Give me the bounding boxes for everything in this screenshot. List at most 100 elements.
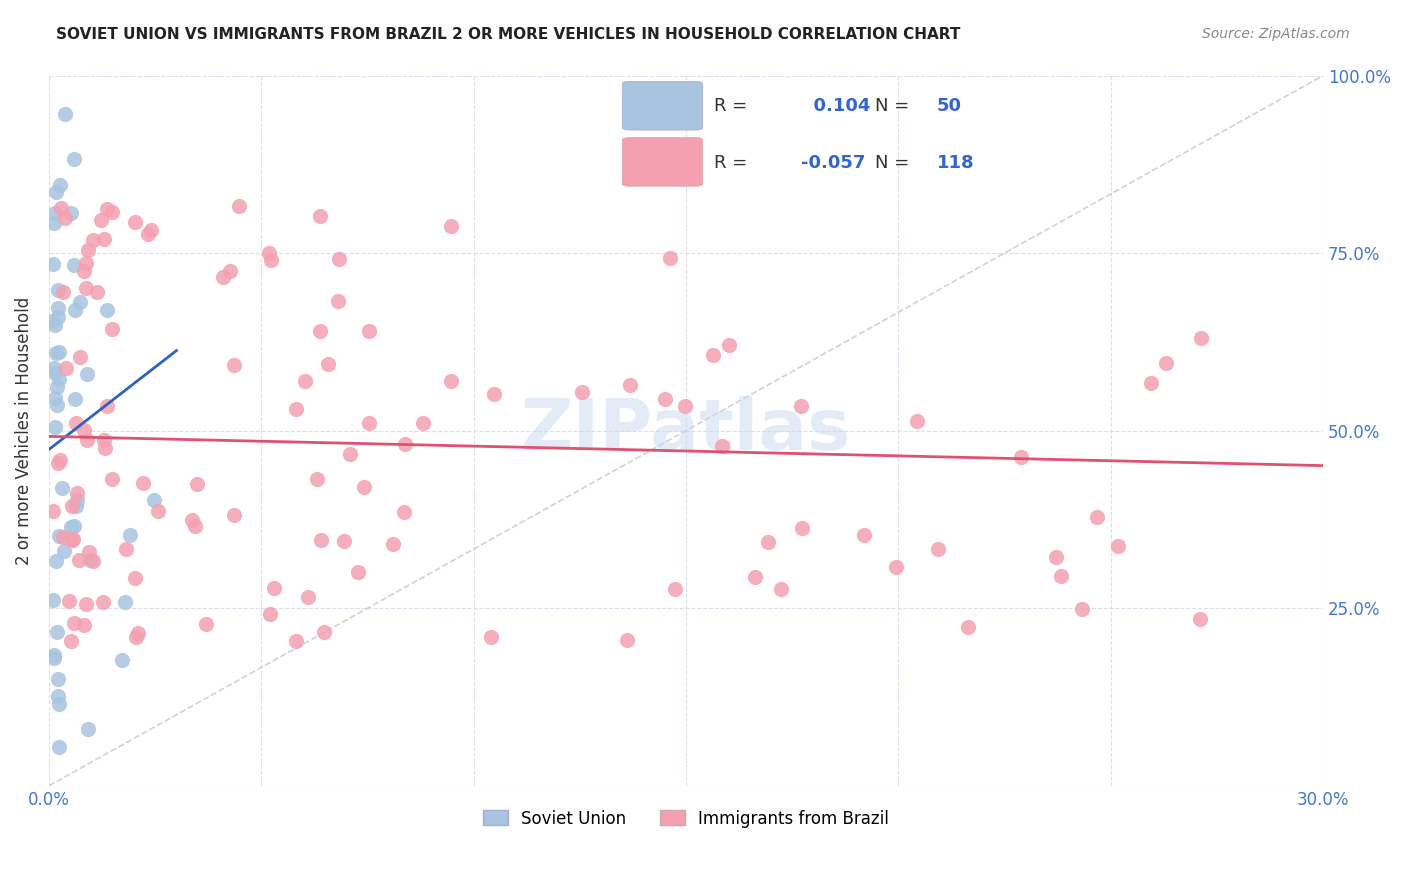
- Immigrants from Brazil: [326, 294, 349, 309]
- Soviet Union: [48, 697, 70, 711]
- Immigrants from Brazil: [353, 480, 375, 494]
- Immigrants from Brazil: [75, 255, 97, 269]
- Soviet Union: [63, 303, 86, 318]
- Immigrants from Brazil: [55, 360, 77, 375]
- Soviet Union: [45, 185, 67, 199]
- Immigrants from Brazil: [392, 505, 415, 519]
- Soviet Union: [44, 651, 66, 665]
- Immigrants from Brazil: [718, 338, 741, 352]
- Soviet Union: [48, 345, 70, 359]
- Immigrants from Brazil: [381, 537, 404, 551]
- Immigrants from Brazil: [76, 434, 98, 448]
- Soviet Union: [79, 553, 101, 567]
- Immigrants from Brazil: [194, 616, 217, 631]
- Soviet Union: [53, 107, 76, 121]
- Soviet Union: [77, 722, 100, 736]
- Soviet Union: [45, 554, 67, 568]
- Soviet Union: [46, 301, 69, 315]
- Text: 50: 50: [936, 97, 962, 115]
- Soviet Union: [44, 420, 66, 434]
- Immigrants from Brazil: [412, 417, 434, 431]
- Immigrants from Brazil: [1140, 376, 1163, 391]
- Immigrants from Brazil: [212, 270, 235, 285]
- Text: N =: N =: [875, 153, 914, 171]
- Immigrants from Brazil: [218, 264, 240, 278]
- Immigrants from Brazil: [394, 437, 416, 451]
- Immigrants from Brazil: [86, 285, 108, 299]
- Immigrants from Brazil: [73, 617, 96, 632]
- Immigrants from Brazil: [82, 554, 104, 568]
- Soviet Union: [48, 673, 70, 687]
- Text: 118: 118: [936, 153, 974, 171]
- Immigrants from Brazil: [93, 232, 115, 246]
- Text: N =: N =: [875, 97, 914, 115]
- Immigrants from Brazil: [48, 453, 70, 467]
- Immigrants from Brazil: [75, 597, 97, 611]
- Immigrants from Brazil: [294, 374, 316, 388]
- Soviet Union: [42, 593, 65, 607]
- Immigrants from Brazil: [127, 625, 149, 640]
- Soviet Union: [48, 739, 70, 754]
- Soviet Union: [48, 310, 70, 324]
- Immigrants from Brazil: [479, 630, 502, 644]
- Soviet Union: [48, 372, 70, 386]
- Immigrants from Brazil: [285, 634, 308, 648]
- Text: R =: R =: [714, 97, 752, 115]
- Immigrants from Brazil: [59, 634, 82, 648]
- Immigrants from Brazil: [93, 433, 115, 447]
- Soviet Union: [63, 519, 86, 533]
- Immigrants from Brazil: [73, 423, 96, 437]
- Immigrants from Brazil: [616, 633, 638, 648]
- Immigrants from Brazil: [100, 471, 122, 485]
- Immigrants from Brazil: [91, 595, 114, 609]
- Immigrants from Brazil: [115, 542, 138, 557]
- Immigrants from Brazil: [333, 534, 356, 549]
- Immigrants from Brazil: [101, 205, 124, 219]
- Immigrants from Brazil: [619, 378, 641, 392]
- Soviet Union: [48, 529, 70, 543]
- Immigrants from Brazil: [77, 545, 100, 559]
- Soviet Union: [59, 206, 82, 220]
- Immigrants from Brazil: [654, 392, 676, 406]
- Soviet Union: [63, 392, 86, 406]
- Immigrants from Brazil: [259, 607, 281, 621]
- Immigrants from Brazil: [100, 321, 122, 335]
- Soviet Union: [45, 624, 67, 639]
- Immigrants from Brazil: [307, 472, 329, 486]
- Immigrants from Brazil: [571, 384, 593, 399]
- Text: ZIPatlas: ZIPatlas: [522, 396, 851, 465]
- Immigrants from Brazil: [263, 581, 285, 595]
- Immigrants from Brazil: [228, 199, 250, 213]
- Immigrants from Brazil: [82, 233, 104, 247]
- Soviet Union: [69, 294, 91, 309]
- Soviet Union: [114, 595, 136, 609]
- Legend: Soviet Union, Immigrants from Brazil: Soviet Union, Immigrants from Brazil: [477, 803, 896, 834]
- Immigrants from Brazil: [756, 534, 779, 549]
- Immigrants from Brazil: [49, 201, 72, 215]
- Immigrants from Brazil: [66, 486, 89, 500]
- Immigrants from Brazil: [90, 212, 112, 227]
- Immigrants from Brazil: [96, 202, 118, 216]
- Immigrants from Brazil: [702, 348, 724, 362]
- Immigrants from Brazil: [52, 530, 75, 544]
- Immigrants from Brazil: [316, 357, 339, 371]
- Immigrants from Brazil: [132, 475, 155, 490]
- Soviet Union: [66, 493, 89, 508]
- Immigrants from Brazil: [257, 245, 280, 260]
- Immigrants from Brazil: [886, 559, 908, 574]
- Immigrants from Brazil: [60, 533, 83, 547]
- Immigrants from Brazil: [1050, 569, 1073, 583]
- Soviet Union: [44, 318, 66, 332]
- Immigrants from Brazil: [75, 281, 97, 295]
- Soviet Union: [44, 206, 66, 220]
- Immigrants from Brazil: [58, 594, 80, 608]
- Immigrants from Brazil: [927, 541, 949, 556]
- Immigrants from Brazil: [124, 571, 146, 585]
- Immigrants from Brazil: [309, 533, 332, 547]
- Immigrants from Brazil: [180, 513, 202, 527]
- Immigrants from Brazil: [1085, 509, 1108, 524]
- Immigrants from Brazil: [346, 566, 368, 580]
- Immigrants from Brazil: [186, 477, 208, 491]
- Text: -0.057: -0.057: [801, 153, 866, 171]
- Immigrants from Brazil: [357, 416, 380, 430]
